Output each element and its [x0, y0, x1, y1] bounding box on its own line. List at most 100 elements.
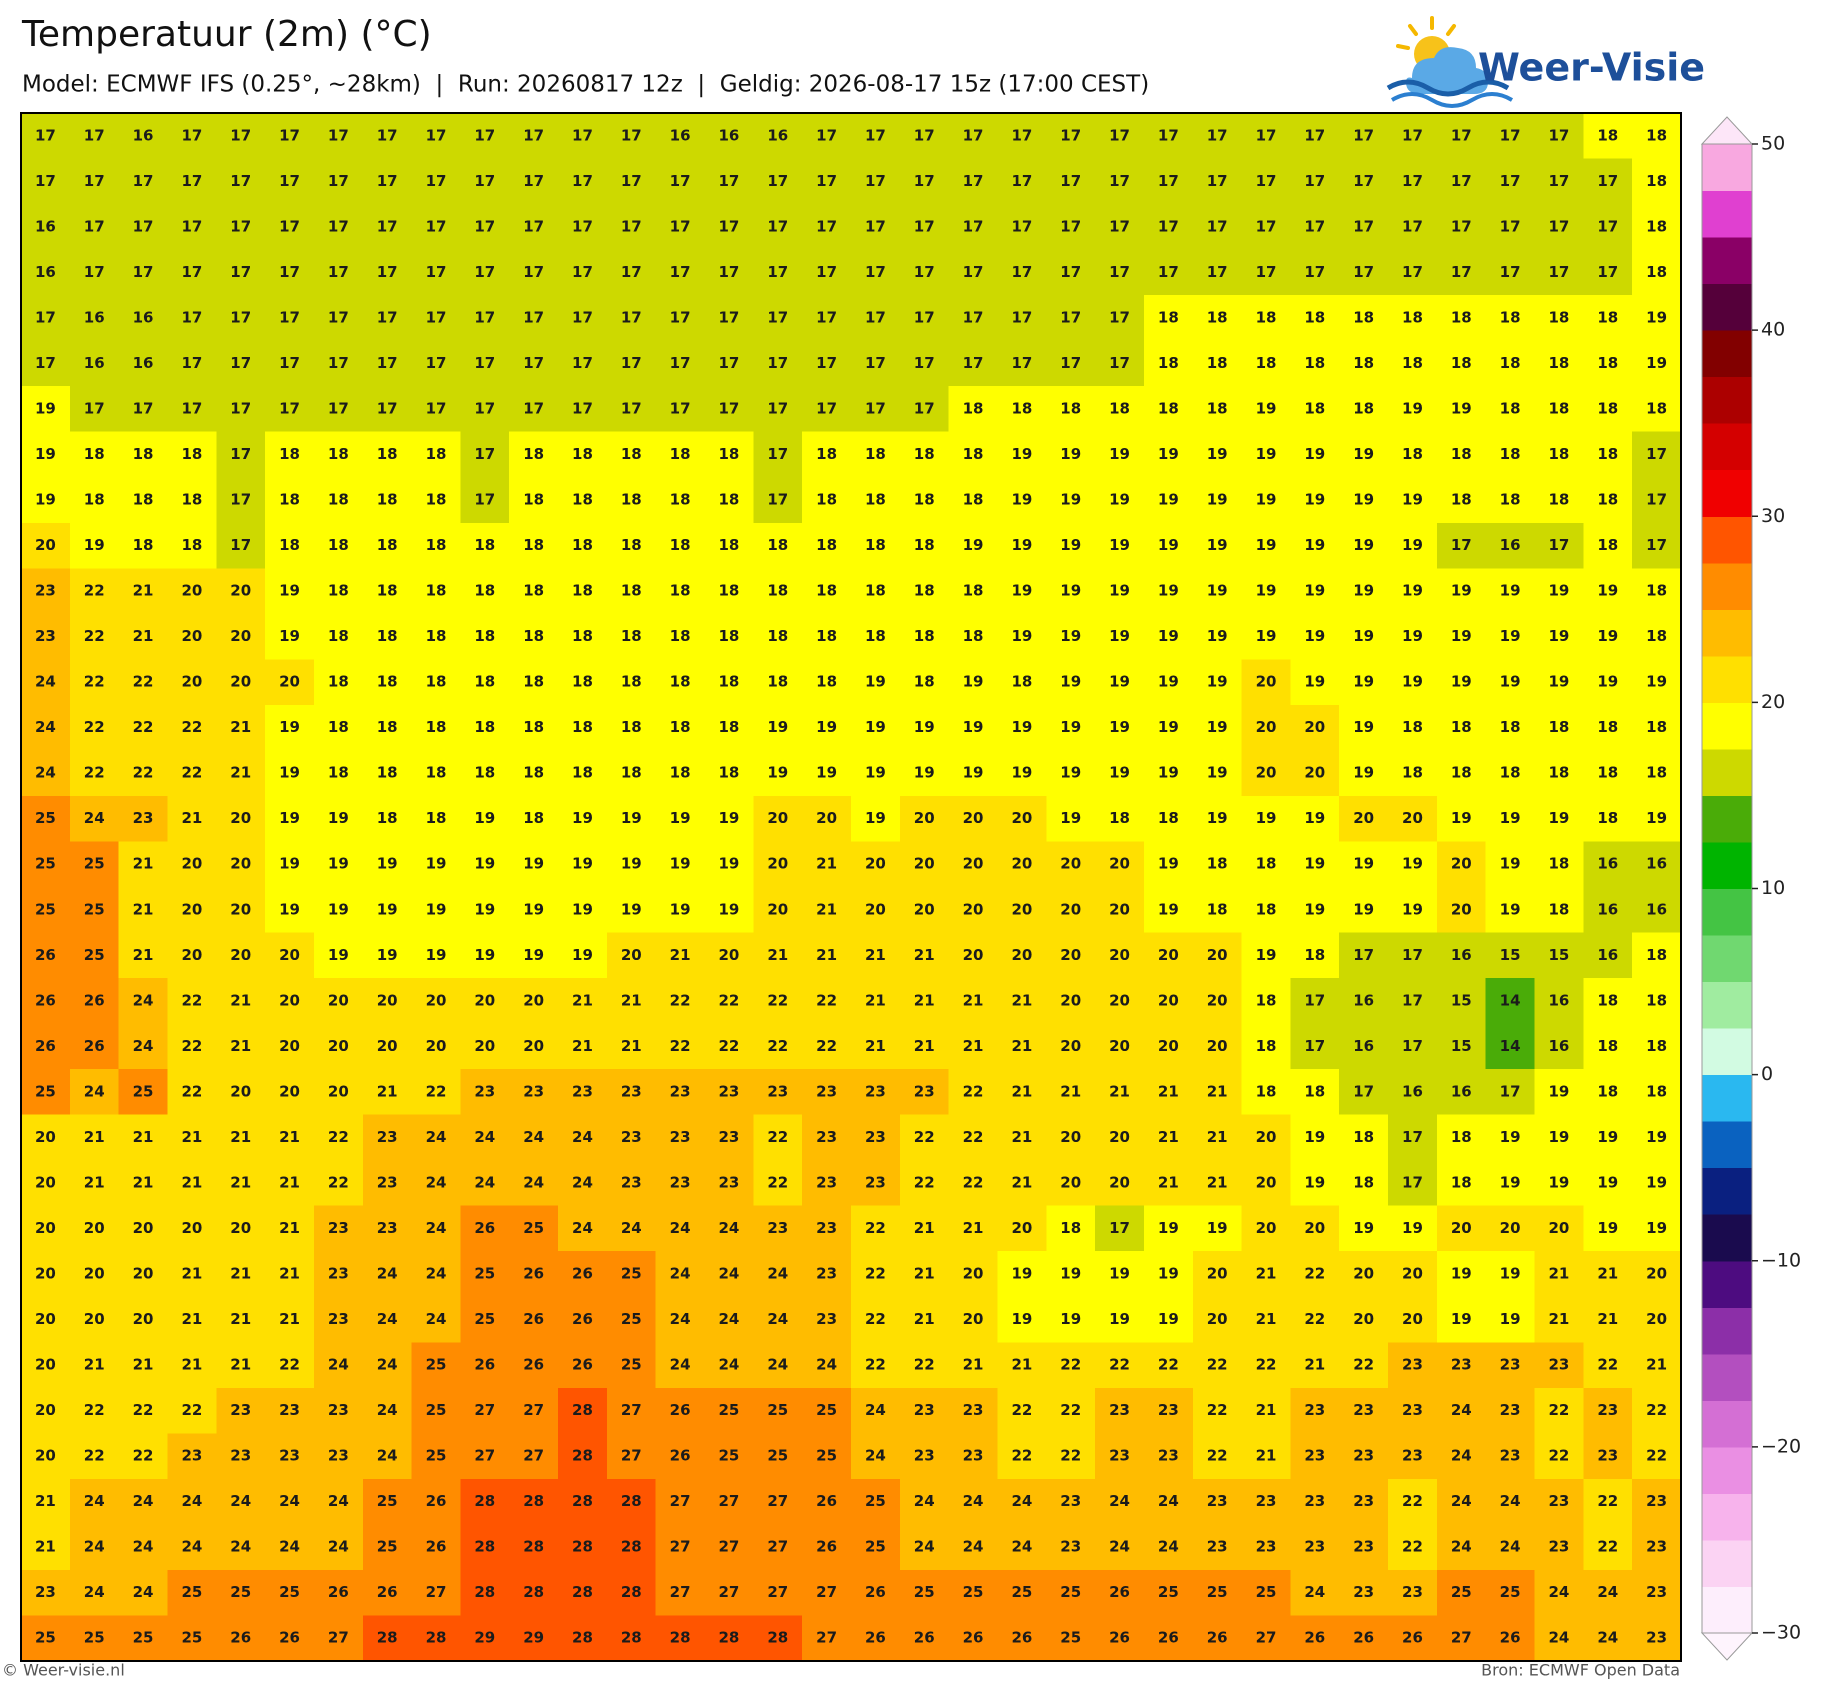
temperature-value: 24	[133, 1492, 154, 1510]
temperature-value: 20	[963, 1310, 984, 1328]
temperature-cell	[460, 750, 510, 797]
temperature-cell	[802, 1114, 852, 1161]
temperature-cell	[753, 1251, 803, 1298]
temperature-cell	[21, 750, 71, 797]
temperature-cell	[1534, 978, 1584, 1025]
temperature-cell	[216, 1478, 266, 1526]
temperature-value: 23	[1500, 1356, 1521, 1374]
temperature-value: 18	[1597, 308, 1618, 326]
temperature-cell	[1241, 477, 1292, 524]
temperature-value: 17	[181, 354, 202, 372]
temperature-cell	[1192, 659, 1243, 706]
temperature-cell	[1290, 295, 1340, 342]
temperature-value: 20	[1451, 1219, 1472, 1237]
temperature-cell	[606, 295, 657, 342]
temperature-cell	[411, 1342, 462, 1389]
temperature-value: 24	[670, 1310, 691, 1328]
temperature-cell	[460, 477, 510, 524]
temperature-cell	[899, 249, 950, 296]
temperature-cell	[1632, 522, 1682, 569]
temperature-cell	[265, 522, 315, 569]
temperature-cell	[802, 1569, 852, 1617]
temperature-value: 23	[1500, 1447, 1521, 1465]
temperature-value: 18	[523, 582, 544, 600]
temperature-value: 19	[1451, 809, 1472, 827]
temperature-value: 18	[1597, 445, 1618, 463]
temperature-cell	[899, 1342, 950, 1389]
temperature-cell	[1388, 1524, 1438, 1571]
temperature-value: 17	[1402, 217, 1423, 235]
temperature-cell	[655, 978, 706, 1025]
temperature-value: 17	[1402, 1173, 1423, 1191]
temperature-value: 24	[84, 1492, 105, 1510]
temperature-value: 18	[816, 627, 837, 645]
temperature-cell	[802, 750, 852, 797]
temperature-cell	[558, 1615, 608, 1662]
temperature-cell	[1485, 795, 1536, 843]
temperature-cell	[1241, 1160, 1292, 1207]
temperature-value: 24	[914, 1492, 935, 1510]
temperature-cell	[167, 522, 217, 569]
temperature-value: 23	[914, 1401, 935, 1419]
temperature-cell	[265, 1387, 315, 1434]
temperature-value: 19	[1011, 1265, 1032, 1283]
temperature-cell	[899, 978, 950, 1025]
temperature-cell	[1436, 1114, 1487, 1161]
temperature-cell	[899, 1569, 950, 1617]
temperature-cell	[1046, 1433, 1096, 1480]
temperature-value: 24	[377, 1447, 398, 1465]
temperature-cell	[460, 522, 510, 569]
temperature-cell	[216, 1569, 266, 1617]
temperature-value: 19	[328, 809, 349, 827]
temperature-value: 18	[865, 627, 886, 645]
temperature-cell	[753, 1160, 803, 1207]
temperature-cell	[21, 1251, 71, 1298]
temperature-value: 24	[719, 1219, 740, 1237]
temperature-cell	[1192, 1160, 1243, 1207]
temperature-cell	[753, 1524, 803, 1571]
temperature-value: 19	[1646, 673, 1667, 691]
temperature-cell	[1339, 750, 1389, 797]
temperature-cell	[1339, 1478, 1389, 1526]
temperature-value: 22	[181, 991, 202, 1009]
temperature-cell	[216, 1524, 266, 1571]
temperature-value: 17	[377, 354, 398, 372]
temperature-cell	[899, 1205, 950, 1252]
temperature-cell	[1534, 568, 1584, 615]
temperature-cell	[1095, 1342, 1145, 1389]
temperature-value: 20	[426, 991, 447, 1009]
temperature-value: 23	[1451, 1356, 1472, 1374]
temperature-value: 17	[572, 354, 593, 372]
temperature-value: 17	[279, 399, 300, 417]
temperature-cell	[362, 1205, 413, 1252]
temperature-value: 19	[1158, 1219, 1179, 1237]
temperature-cell	[265, 1205, 315, 1252]
temperature-value: 18	[377, 764, 398, 782]
temperature-value: 23	[816, 1265, 837, 1283]
temperature-value: 28	[572, 1629, 593, 1647]
temperature-cell	[509, 1023, 559, 1070]
temperature-cell	[1046, 386, 1096, 433]
temperature-value: 21	[1011, 1128, 1032, 1146]
temperature-value: 19	[1011, 491, 1032, 509]
temperature-value: 22	[719, 1037, 740, 1055]
temperature-value: 18	[1549, 399, 1570, 417]
temperature-cell	[69, 568, 120, 615]
temperature-value: 21	[133, 1356, 154, 1374]
temperature-cell	[899, 704, 950, 752]
temperature-value: 22	[1207, 1356, 1228, 1374]
temperature-cell	[1143, 1387, 1194, 1434]
temperature-value: 17	[865, 263, 886, 281]
temperature-cell	[313, 295, 364, 342]
temperature-value: 27	[767, 1583, 788, 1601]
temperature-cell	[655, 158, 706, 205]
temperature-cell	[167, 750, 217, 797]
temperature-value: 20	[1060, 946, 1081, 964]
temperature-value: 22	[1549, 1401, 1570, 1419]
temperature-value: 17	[1060, 263, 1081, 281]
temperature-value: 17	[816, 172, 837, 190]
temperature-value: 19	[1597, 627, 1618, 645]
temperature-value: 28	[523, 1492, 544, 1510]
temperature-cell	[1632, 1296, 1682, 1343]
